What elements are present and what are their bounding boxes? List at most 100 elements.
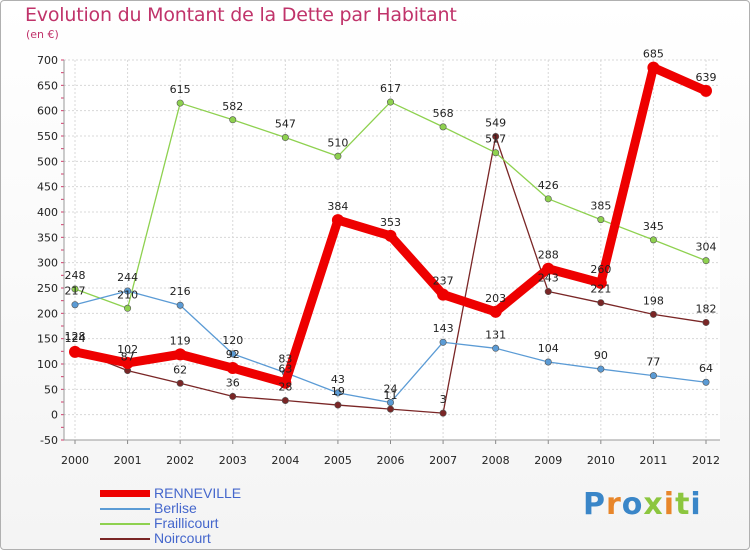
y-tick-label: 100 <box>37 358 58 371</box>
data-label: 617 <box>380 82 401 95</box>
data-point <box>544 288 552 296</box>
data-point <box>647 61 660 74</box>
legend-label-fraillicourt: Fraillicourt <box>154 515 219 531</box>
data-label: 426 <box>538 179 559 192</box>
data-point <box>597 299 605 307</box>
x-tick-label: 2001 <box>114 454 142 467</box>
data-label: 639 <box>696 71 717 84</box>
data-point <box>124 304 132 312</box>
data-label: 210 <box>117 288 138 301</box>
data-point <box>334 389 342 397</box>
data-point <box>437 288 450 301</box>
data-point <box>597 365 605 373</box>
data-point <box>334 152 342 160</box>
y-tick-label: 200 <box>37 307 58 320</box>
data-label: 87 <box>121 351 135 364</box>
data-point <box>281 134 289 142</box>
data-point <box>384 229 397 242</box>
data-label: 63 <box>278 363 292 376</box>
data-label: 582 <box>222 100 243 113</box>
data-label: 64 <box>699 362 713 375</box>
data-label: 92 <box>226 348 240 361</box>
y-tick-label: 250 <box>37 282 58 295</box>
data-point <box>700 84 712 97</box>
y-tick-label: -50 <box>40 434 58 447</box>
data-label: 24 <box>384 383 398 396</box>
y-tick-label: 450 <box>37 181 58 194</box>
legend-swatch-noircourt <box>100 537 150 540</box>
data-label: 260 <box>590 263 611 276</box>
data-point <box>649 236 657 244</box>
data-point <box>176 301 184 309</box>
data-point <box>544 195 552 203</box>
legend-label-renneville: RENNEVILLE <box>154 485 242 501</box>
data-point <box>281 396 289 404</box>
data-point <box>334 401 342 409</box>
data-label: 217 <box>65 285 86 298</box>
data-point <box>71 301 79 309</box>
x-tick-label: 2004 <box>271 454 299 467</box>
data-point <box>492 344 500 352</box>
data-label: 19 <box>331 385 345 398</box>
data-label: 11 <box>384 389 398 402</box>
x-tick-label: 2010 <box>587 454 615 467</box>
data-label: 124 <box>65 332 86 345</box>
y-tick-label: 500 <box>37 155 58 168</box>
data-point <box>439 409 447 417</box>
data-point <box>649 310 657 318</box>
data-point <box>594 276 607 289</box>
data-label: 90 <box>594 349 608 362</box>
data-label: 36 <box>226 376 240 389</box>
data-point <box>702 257 710 265</box>
x-tick-label: 2008 <box>482 454 510 467</box>
data-label: 288 <box>538 249 559 262</box>
data-label: 345 <box>643 220 664 233</box>
x-tick-label: 2011 <box>639 454 667 467</box>
data-label: 385 <box>590 200 611 213</box>
y-tick-label: 600 <box>37 105 58 118</box>
data-label: 28 <box>278 380 292 393</box>
y-tick-label: 700 <box>37 54 58 67</box>
x-tick-label: 2003 <box>219 454 247 467</box>
y-tick-label: 150 <box>37 333 58 346</box>
data-point <box>439 338 447 346</box>
data-label: 77 <box>646 356 660 369</box>
data-label: 384 <box>327 200 348 213</box>
data-label: 216 <box>170 285 191 298</box>
legend-swatch-renneville <box>100 490 150 497</box>
data-label: 353 <box>380 216 401 229</box>
chart-subtitle: (en €) <box>26 28 59 41</box>
data-label: 547 <box>275 118 296 131</box>
data-label: 685 <box>643 48 664 61</box>
data-label: 198 <box>643 294 664 307</box>
data-label: 83 <box>278 353 292 366</box>
data-label: 104 <box>538 342 559 355</box>
data-label: 131 <box>485 328 506 341</box>
data-label: 102 <box>117 343 138 356</box>
data-label: 62 <box>173 363 187 376</box>
x-tick-label: 2002 <box>166 454 194 467</box>
data-label: 221 <box>590 283 611 296</box>
data-label: 43 <box>331 373 345 386</box>
legend-label-berlise: Berlise <box>154 500 197 516</box>
data-point <box>439 123 447 131</box>
legend-label-noircourt: Noircourt <box>154 530 211 546</box>
data-point <box>226 362 239 375</box>
legend-item-fraillicourt: Fraillicourt <box>100 516 241 531</box>
data-point <box>229 392 237 400</box>
brand-logo-text: Proxiti <box>583 487 702 522</box>
data-point <box>121 356 134 369</box>
data-label: 510 <box>327 136 348 149</box>
data-point <box>489 305 502 318</box>
legend-item-berlise: Berlise <box>100 501 241 516</box>
data-point <box>702 318 710 326</box>
y-tick-label: 0 <box>51 409 58 422</box>
data-label: 244 <box>117 271 138 284</box>
data-point <box>492 149 500 157</box>
legend-swatch-berlise <box>100 507 150 510</box>
data-label: 143 <box>433 322 454 335</box>
data-label: 128 <box>65 330 86 343</box>
data-point <box>542 262 555 275</box>
y-tick-label: 650 <box>37 79 58 92</box>
data-label: 568 <box>433 107 454 120</box>
